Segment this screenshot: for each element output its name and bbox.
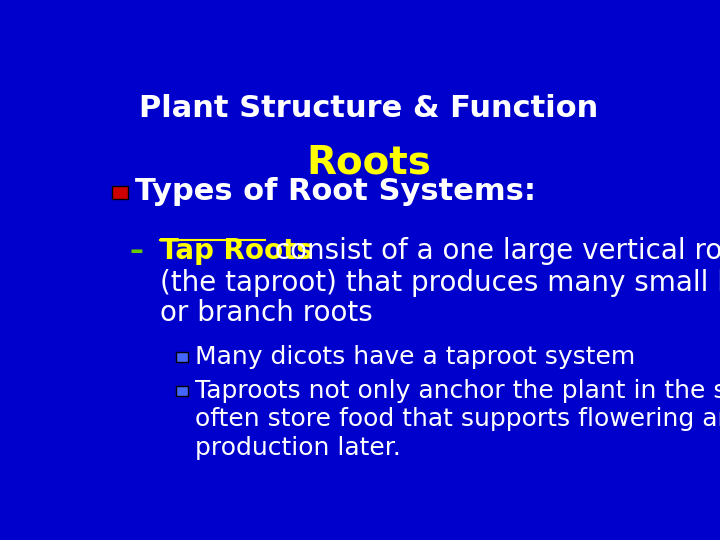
Text: Taproots not only anchor the plant in the soil but: Taproots not only anchor the plant in th… xyxy=(195,379,720,403)
Text: Plant Structure & Function: Plant Structure & Function xyxy=(140,94,598,123)
FancyBboxPatch shape xyxy=(176,386,188,396)
Text: production later.: production later. xyxy=(195,436,401,460)
Text: Types of Root Systems:: Types of Root Systems: xyxy=(135,177,536,206)
Text: often store food that supports flowering and fruit: often store food that supports flowering… xyxy=(195,408,720,431)
Text: Tap Roots: Tap Roots xyxy=(160,238,312,265)
Text: Many dicots have a taproot system: Many dicots have a taproot system xyxy=(195,345,635,369)
FancyBboxPatch shape xyxy=(112,186,128,199)
Text: –: – xyxy=(129,238,143,265)
FancyBboxPatch shape xyxy=(176,352,188,362)
Text: or branch roots: or branch roots xyxy=(160,299,372,327)
Text: (the taproot) that produces many small lateral,: (the taproot) that produces many small l… xyxy=(160,268,720,296)
Text: consist of a one large vertical root: consist of a one large vertical root xyxy=(266,238,720,265)
Text: Roots: Roots xyxy=(307,144,431,182)
